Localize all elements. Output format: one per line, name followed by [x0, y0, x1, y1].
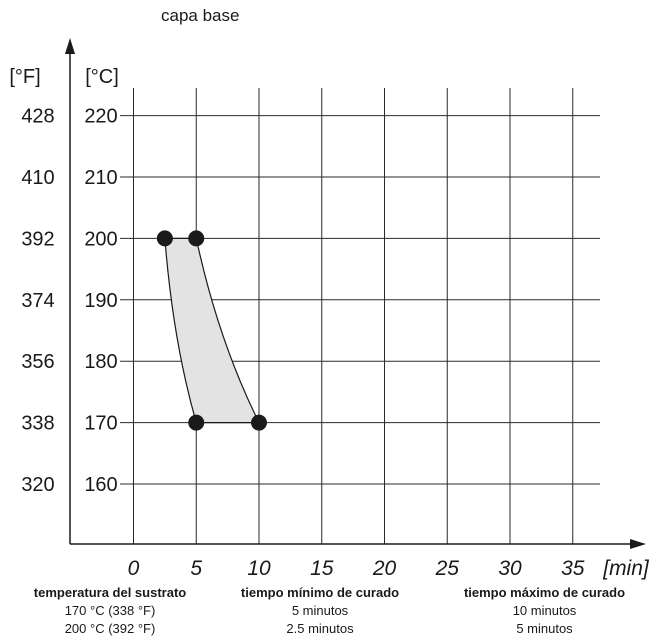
x-axis-arrow: [630, 539, 646, 549]
table-column-temperature: temperatura del sustrato 170 °C (338 °F)…: [0, 584, 220, 638]
y-tick-label-c: 170: [84, 413, 117, 435]
y-tick-label-c: 220: [84, 106, 117, 128]
table-cell: 2.5 minutos: [286, 621, 354, 636]
table-header: temperatura del sustrato: [33, 585, 187, 600]
x-tick-label: 0: [128, 557, 140, 580]
table-column-min-cure: tiempo mínimo de curado 5 minutos 2.5 mi…: [220, 584, 420, 638]
data-point: [188, 414, 205, 431]
table-cell: 10 minutos: [512, 603, 577, 618]
table-header: tiempo mínimo de curado: [240, 585, 400, 600]
y-tick-label-f: 320: [21, 474, 54, 496]
y-tick-label-f: 428: [21, 106, 54, 128]
y-axis-arrow: [65, 38, 75, 54]
y-tick-label-f: 338: [21, 413, 54, 435]
y-tick-label-c: 210: [84, 167, 117, 189]
x-tick-label: 35: [561, 557, 585, 580]
table-column-max-cure: tiempo máximo de curado 10 minutos 5 min…: [432, 584, 657, 638]
table-header: tiempo máximo de curado: [463, 585, 626, 600]
y-tick-label-c: 180: [84, 351, 117, 373]
y-unit-label-c: [°C]: [85, 66, 119, 88]
data-point: [251, 414, 267, 431]
y-tick-label-f: 374: [21, 290, 54, 312]
data-point: [156, 230, 173, 247]
table-cell: 170 °C (338 °F): [64, 603, 156, 618]
x-tick-label: 30: [498, 557, 522, 580]
cure-table: temperatura del sustrato 170 °C (338 °F)…: [0, 584, 657, 643]
data-point: [188, 230, 205, 247]
x-tick-label: 5: [190, 557, 202, 580]
x-tick-label: 15: [310, 557, 334, 580]
table-cell: 200 °C (392 °F): [64, 621, 156, 636]
y-tick-label-c: 190: [84, 290, 117, 312]
y-tick-label-f: 410: [21, 167, 54, 189]
y-tick-label-c: 160: [84, 474, 117, 496]
x-tick-label: 20: [372, 557, 397, 580]
table-cell: 5 minutos: [291, 603, 349, 618]
table-cell: 5 minutos: [516, 621, 573, 636]
x-tick-label: 25: [435, 557, 460, 580]
cure-window-area: [164, 237, 260, 424]
y-unit-label-f: [°F]: [9, 66, 40, 88]
x-tick-label: 10: [247, 557, 271, 580]
y-tick-label-c: 200: [84, 228, 117, 250]
y-tick-label-f: 356: [21, 351, 54, 373]
chart-title: capa base: [161, 6, 240, 25]
x-axis-label: [min]: [602, 557, 650, 580]
y-tick-label-f: 392: [21, 228, 54, 250]
